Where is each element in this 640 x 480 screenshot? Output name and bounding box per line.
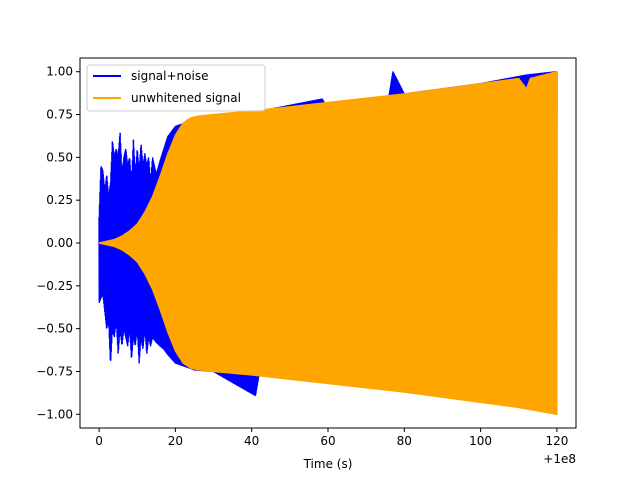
y-tick-label: 1.00 <box>46 65 73 79</box>
x-tick-label: 40 <box>244 434 259 448</box>
legend-label-unwhitened-signal: unwhitened signal <box>131 91 241 105</box>
legend-label-signal-noise: signal+noise <box>131 69 208 83</box>
x-axis-ticks: 0 20 40 60 80 100 120 <box>95 428 568 448</box>
y-tick-label: −0.50 <box>36 322 73 336</box>
y-tick-label: 0.25 <box>46 193 73 207</box>
y-tick-label: 0.00 <box>46 236 73 250</box>
x-tick-label: 120 <box>545 434 568 448</box>
x-tick-label: 100 <box>469 434 492 448</box>
plot-area <box>98 71 558 416</box>
y-tick-label: 0.50 <box>46 150 73 164</box>
y-tick-label: −1.00 <box>36 407 73 421</box>
y-axis-ticks: −1.00 −0.75 −0.50 −0.25 0.00 0.25 0.50 0.75 1.00 <box>36 65 80 421</box>
y-tick-label: −0.75 <box>36 364 73 378</box>
x-tick-label: 80 <box>397 434 412 448</box>
y-tick-label: −0.25 <box>36 279 73 293</box>
x-axis-label: Time (s) <box>303 457 353 471</box>
series-line-unwhitened-signal <box>98 71 558 416</box>
x-axis-offset-label: +1e8 <box>543 452 576 466</box>
legend-box <box>86 64 266 112</box>
x-tick-label: 0 <box>95 434 103 448</box>
legend: signal+noise unwhitened signal <box>86 64 266 112</box>
x-tick-label: 60 <box>320 434 335 448</box>
x-tick-label: 20 <box>168 434 183 448</box>
y-tick-label: 0.75 <box>46 108 73 122</box>
